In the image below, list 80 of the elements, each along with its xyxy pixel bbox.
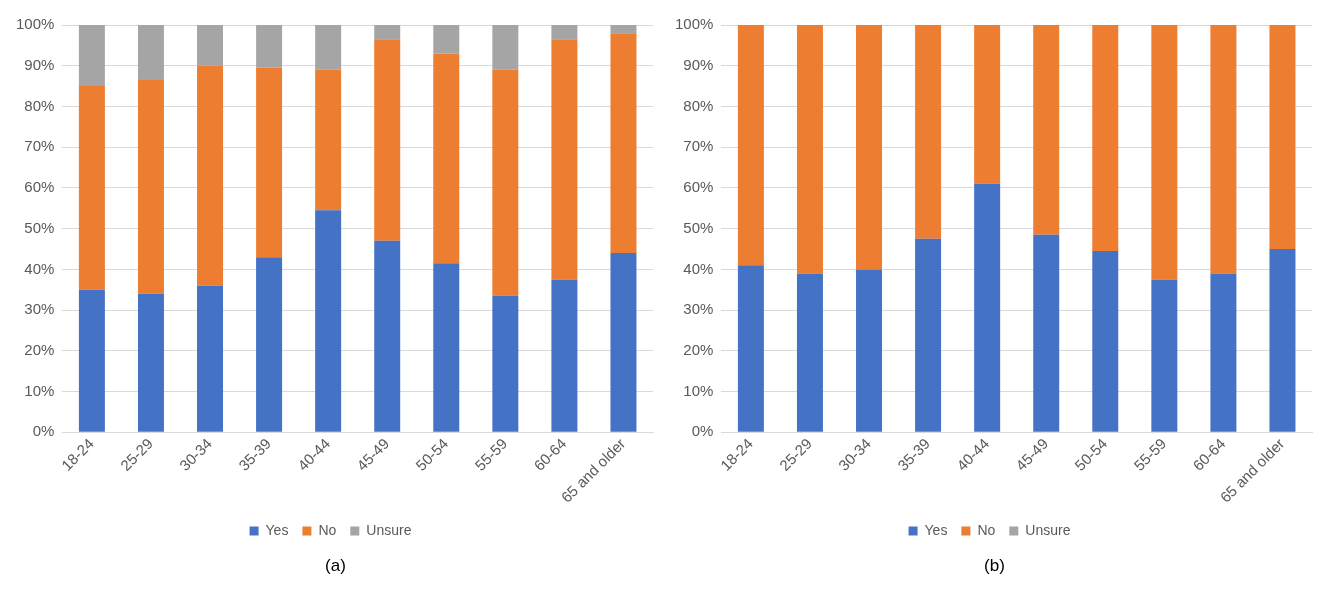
y-tick-label: 20% <box>683 340 714 358</box>
legend-label: No <box>318 521 337 538</box>
y-tick-label: 90% <box>24 55 55 73</box>
bar <box>256 257 283 432</box>
bar <box>492 69 519 296</box>
bar <box>1210 273 1237 432</box>
legend-label: No <box>977 521 996 538</box>
text: (a) <box>324 556 347 576</box>
y-tick-label: 20% <box>24 340 55 358</box>
y-tick-label: 70% <box>24 137 55 155</box>
y-tick-label: 80% <box>24 96 55 114</box>
y-tick-label: 40% <box>24 259 55 277</box>
y-tick-label: 60% <box>24 178 55 196</box>
bar <box>551 25 578 40</box>
bar <box>1092 251 1119 432</box>
bar <box>256 67 283 258</box>
text: (b) <box>983 556 1006 576</box>
bar <box>737 265 764 432</box>
y-tick-label: 30% <box>24 300 55 318</box>
y-tick-label: 90% <box>683 55 714 73</box>
bar <box>551 279 578 432</box>
bar <box>856 269 883 432</box>
bar <box>492 25 519 70</box>
y-tick-label: 0% <box>691 422 714 440</box>
y-tick-label: 60% <box>683 178 714 196</box>
bar <box>1210 25 1237 274</box>
bar <box>315 69 342 211</box>
bar <box>610 25 637 34</box>
bar <box>610 33 637 254</box>
bar <box>197 25 224 66</box>
legend-label: Yes <box>924 521 948 538</box>
y-tick-label: 100% <box>15 15 55 33</box>
bar <box>137 79 164 294</box>
y-tick-label: 50% <box>683 218 714 236</box>
bar <box>856 25 883 270</box>
bar <box>1269 249 1296 432</box>
y-tick-label: 10% <box>24 381 55 399</box>
y-tick-label: 80% <box>683 96 714 114</box>
bar <box>915 25 942 239</box>
bar <box>315 210 342 432</box>
y-tick-label: 100% <box>674 15 714 33</box>
bar <box>433 263 460 432</box>
bar <box>796 25 823 274</box>
y-tick-label: 10% <box>683 381 714 399</box>
bar <box>256 25 283 68</box>
bar <box>433 25 460 54</box>
bar <box>137 25 164 80</box>
bar <box>1033 234 1060 432</box>
bar <box>1033 25 1060 235</box>
bar <box>915 238 942 432</box>
bar <box>137 293 164 432</box>
bar <box>610 253 637 432</box>
y-tick-label: 50% <box>24 218 55 236</box>
bar <box>315 25 342 70</box>
bar <box>1151 279 1178 432</box>
bar <box>1092 25 1119 252</box>
bar <box>1269 25 1296 250</box>
bar <box>78 25 105 87</box>
bar <box>374 240 401 432</box>
y-tick-label: 40% <box>683 259 714 277</box>
bar <box>78 86 105 290</box>
bar <box>974 183 1001 432</box>
y-tick-label: 0% <box>32 422 55 440</box>
legend-label: Unsure <box>366 521 412 538</box>
bar <box>197 65 224 286</box>
y-tick-label: 30% <box>683 300 714 318</box>
bar <box>374 39 401 241</box>
legend-label: Yes <box>265 521 289 538</box>
bar <box>78 289 105 432</box>
bar <box>737 25 764 266</box>
legend-label: Unsure <box>1025 521 1071 538</box>
bar <box>974 25 1001 184</box>
bar <box>197 285 224 432</box>
y-tick-label: 70% <box>683 137 714 155</box>
bar <box>551 39 578 280</box>
bar <box>492 295 519 432</box>
bar <box>374 25 401 40</box>
bar <box>1151 25 1178 280</box>
bar <box>433 53 460 264</box>
bar <box>796 273 823 432</box>
